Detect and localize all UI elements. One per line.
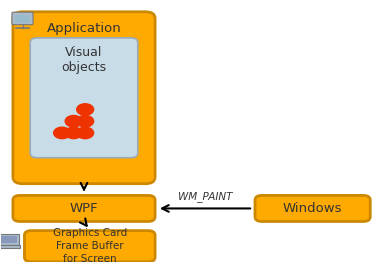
FancyBboxPatch shape (255, 195, 370, 221)
Text: Windows: Windows (283, 202, 342, 215)
FancyBboxPatch shape (0, 236, 17, 243)
Text: Visual
objects: Visual objects (62, 46, 106, 74)
Circle shape (77, 115, 94, 127)
Circle shape (65, 115, 82, 127)
Text: Graphics Card
Frame Buffer
for Screen: Graphics Card Frame Buffer for Screen (53, 228, 127, 264)
Circle shape (77, 127, 94, 139)
FancyBboxPatch shape (0, 245, 20, 247)
FancyBboxPatch shape (15, 15, 31, 23)
Circle shape (77, 104, 94, 115)
Circle shape (54, 127, 70, 139)
Circle shape (65, 127, 82, 139)
FancyBboxPatch shape (0, 234, 19, 245)
FancyBboxPatch shape (12, 12, 33, 25)
Text: Application: Application (46, 22, 122, 35)
FancyBboxPatch shape (30, 38, 138, 158)
FancyBboxPatch shape (24, 231, 155, 262)
Text: WM_PAINT: WM_PAINT (178, 191, 232, 202)
FancyBboxPatch shape (13, 195, 155, 221)
FancyBboxPatch shape (13, 12, 155, 184)
Text: WPF: WPF (70, 202, 98, 215)
